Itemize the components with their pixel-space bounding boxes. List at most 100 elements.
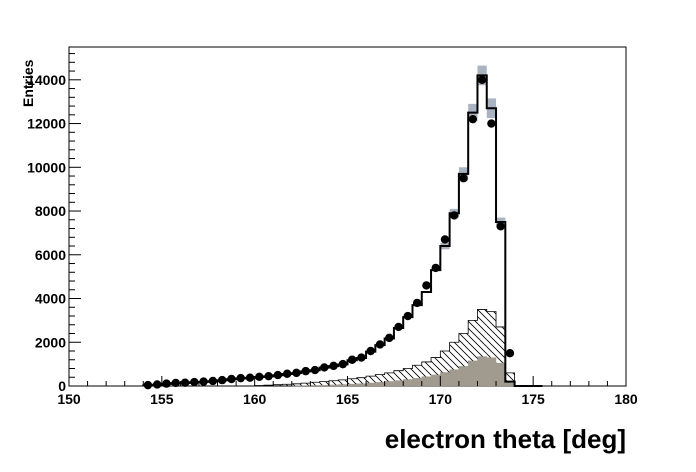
hatched-histogram-bar <box>310 382 320 386</box>
hatched-histogram-bar <box>431 357 441 375</box>
filled-histogram-bar <box>505 382 515 387</box>
filled-histogram-bar <box>338 384 348 387</box>
data-point <box>329 361 338 371</box>
filled-histogram-bar <box>375 382 385 387</box>
filled-histogram-bar <box>458 366 469 387</box>
hatched-histogram-bar <box>440 351 450 373</box>
x-axis-label: electron theta [deg] <box>385 424 626 454</box>
filled-histogram-bar <box>421 376 432 387</box>
data-point <box>431 263 440 273</box>
data-point <box>208 376 218 386</box>
y-tick-label: 14000 <box>27 72 66 88</box>
data-point <box>217 375 227 385</box>
y-tick-label: 8000 <box>35 203 66 219</box>
filled-histogram-bar <box>430 374 441 387</box>
y-axis-label: Entries <box>20 59 36 107</box>
filled-histogram-bar <box>403 379 413 387</box>
data-point <box>487 119 496 128</box>
hatched-histogram-bar <box>477 309 487 357</box>
hatched-histogram-bar <box>458 333 469 367</box>
data-point <box>468 114 478 124</box>
hatched-histogram-bar <box>301 383 311 386</box>
filled-histogram-bar <box>495 362 506 387</box>
data-point <box>375 340 385 349</box>
hatched-histogram-layer <box>143 309 543 387</box>
filled-histogram-bar <box>319 384 330 387</box>
hatched-histogram-bar <box>347 378 357 385</box>
x-tick-label: 175 <box>521 391 545 407</box>
y-tick-label: 12000 <box>27 116 66 132</box>
filled-histogram-bar <box>440 372 450 387</box>
data-point <box>440 235 450 244</box>
data-point <box>366 346 375 356</box>
data-point <box>459 174 468 183</box>
data-point <box>310 365 320 375</box>
data-point <box>505 348 515 358</box>
data-point <box>450 211 459 220</box>
filled-histogram-bar <box>365 382 376 387</box>
hatched-histogram-bar <box>273 384 283 386</box>
hatched-histogram-bar <box>486 311 497 358</box>
x-tick-label: 160 <box>243 391 267 407</box>
x-tick-label: 165 <box>336 391 360 407</box>
hatched-histogram-bar <box>393 370 404 381</box>
hatched-histogram-bar <box>403 368 413 380</box>
data-point <box>199 377 208 386</box>
data-point <box>245 373 255 382</box>
filled-histogram-bar <box>412 377 422 387</box>
filled-histogram-bar <box>356 383 367 387</box>
data-point <box>227 374 236 384</box>
data-point <box>171 378 180 388</box>
data-point <box>412 298 422 308</box>
data-points-layer <box>143 75 515 390</box>
y-tick-label: 4000 <box>35 291 66 307</box>
data-point <box>180 378 190 387</box>
data-point <box>301 366 310 376</box>
filled-histogram-bar <box>328 384 339 387</box>
filled-histogram-bar <box>393 380 404 387</box>
hatched-histogram-bar <box>375 374 385 383</box>
hatched-histogram-bar <box>338 379 348 385</box>
plot-frame <box>68 46 627 387</box>
hatched-histogram-bar <box>263 385 274 386</box>
hatched-histogram-bar <box>421 361 432 377</box>
x-tick-label: 180 <box>614 391 638 407</box>
filled-histogram-bar <box>486 357 497 387</box>
data-point <box>292 368 301 378</box>
data-point <box>422 281 431 290</box>
data-point <box>496 222 505 231</box>
data-point <box>264 371 273 381</box>
hatched-histogram-bar <box>356 377 367 384</box>
axes-layer: 150 155 160 165 170 175 180 0 2000 4000 6000 8000 10… <box>27 53 638 407</box>
hatched-histogram-bar <box>291 383 302 386</box>
hatched-histogram-bar <box>319 381 329 386</box>
x-tick-label: 155 <box>150 391 174 407</box>
y-tick-label: 2000 <box>35 334 66 350</box>
hatched-histogram-bar <box>366 376 376 383</box>
hatched-histogram-bar <box>282 384 292 386</box>
x-tick-label: 150 <box>57 391 81 407</box>
hatched-histogram-bar <box>384 372 394 382</box>
hatched-histogram-bar <box>328 380 339 385</box>
step-line-layer <box>142 74 543 387</box>
data-point <box>273 370 283 380</box>
data-point <box>357 353 366 362</box>
x-tick-label: 170 <box>429 391 453 407</box>
data-point <box>236 373 245 383</box>
data-point <box>162 379 171 388</box>
hatched-histogram-bar <box>505 372 515 383</box>
data-point <box>152 380 162 389</box>
filled-histogram-bar <box>449 369 460 387</box>
y-tick-label: 10000 <box>27 159 66 175</box>
data-point <box>347 355 357 364</box>
data-point <box>320 363 329 372</box>
data-point <box>394 322 403 332</box>
hatched-histogram-bar <box>449 342 459 370</box>
step-line-histogram <box>142 74 543 387</box>
data-point <box>385 333 394 343</box>
data-point <box>255 372 264 382</box>
data-point <box>403 311 413 321</box>
filled-histogram-bar <box>347 383 357 387</box>
data-point <box>190 377 199 387</box>
